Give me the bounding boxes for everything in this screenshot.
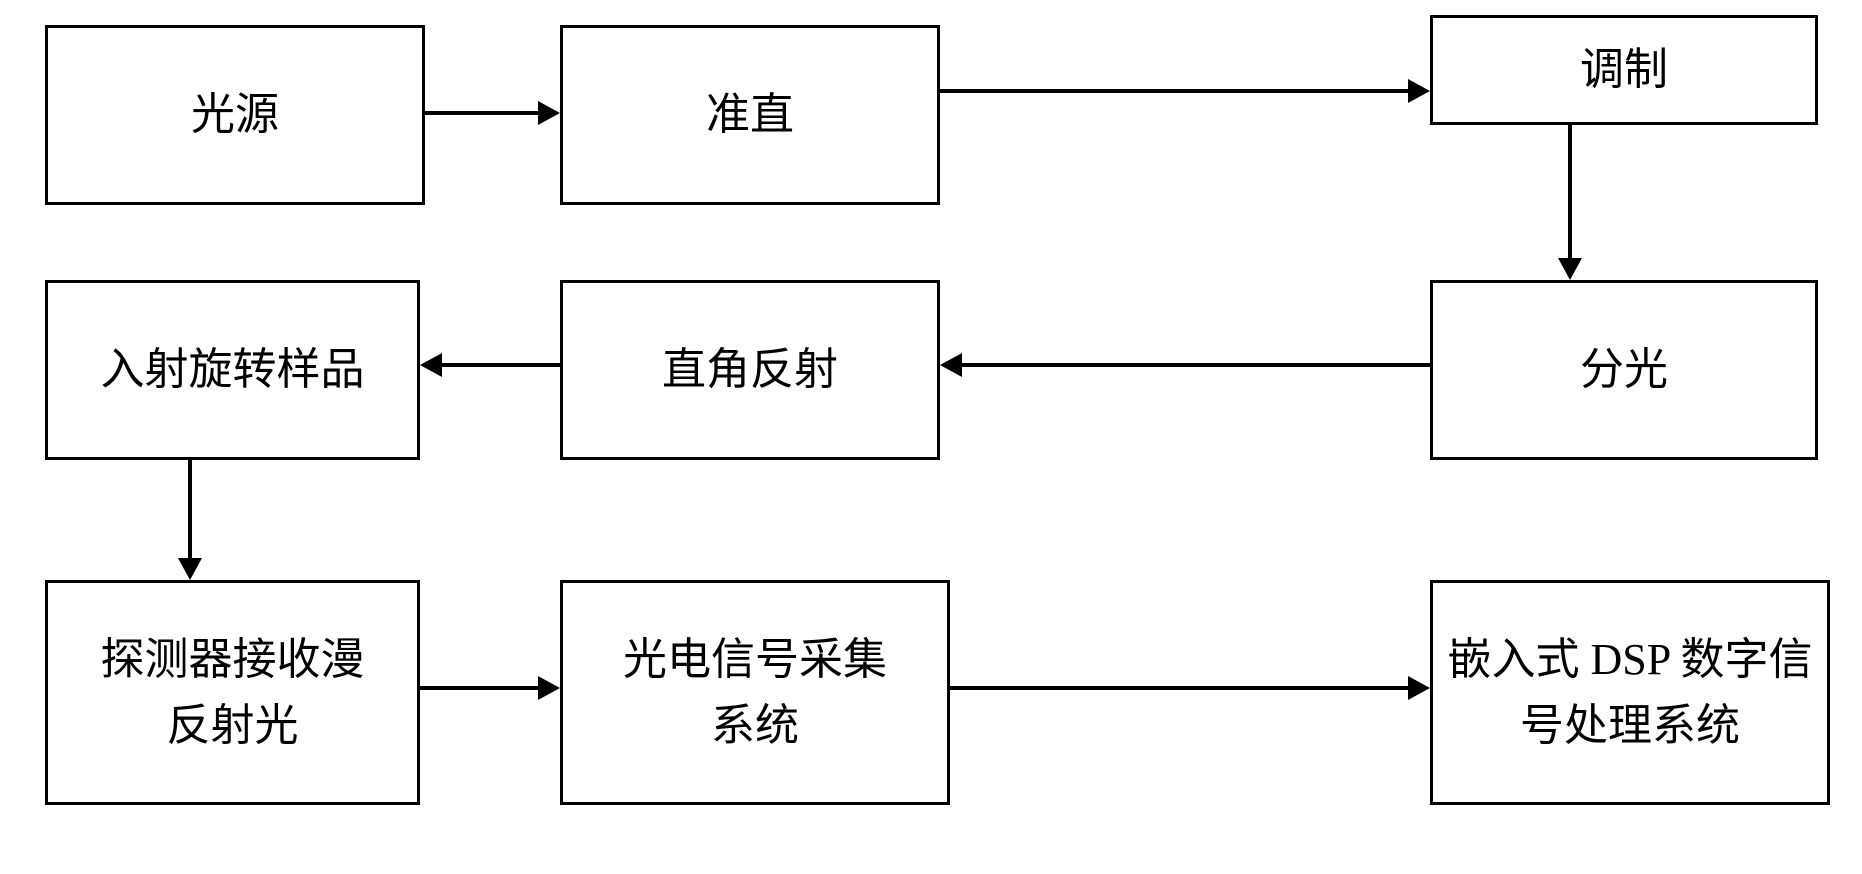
node-light-source: 光源 bbox=[45, 25, 425, 205]
edge-n3-n4 bbox=[1568, 125, 1572, 258]
node-label: 嵌入式 DSP 数字信号处理系统 bbox=[1447, 627, 1812, 759]
node-label: 准直 bbox=[706, 82, 794, 148]
arrow-head bbox=[178, 558, 202, 580]
node-label: 光源 bbox=[191, 82, 279, 148]
arrow-head bbox=[1558, 258, 1582, 280]
node-label: 入射旋转样品 bbox=[101, 337, 365, 403]
node-splitting: 分光 bbox=[1430, 280, 1818, 460]
node-right-angle-reflect: 直角反射 bbox=[560, 280, 940, 460]
edge-n2-n3 bbox=[940, 89, 1408, 93]
node-collimation: 准直 bbox=[560, 25, 940, 205]
edge-n6-n7 bbox=[188, 460, 192, 558]
edge-n8-n9 bbox=[950, 686, 1408, 690]
flowchart-diagram: 光源 准直 调制 分光 直角反射 入射旋转样品 探测器接收漫反射光 光电信号采集… bbox=[0, 0, 1862, 874]
node-detector-receive: 探测器接收漫反射光 bbox=[45, 580, 420, 805]
edge-n1-n2 bbox=[425, 111, 538, 115]
arrow-head bbox=[940, 353, 962, 377]
node-incident-rotating-sample: 入射旋转样品 bbox=[45, 280, 420, 460]
node-label: 光电信号采集系统 bbox=[623, 627, 887, 759]
node-label: 分光 bbox=[1580, 337, 1668, 403]
arrow-head bbox=[1408, 79, 1430, 103]
node-photoelectric-acquisition: 光电信号采集系统 bbox=[560, 580, 950, 805]
edge-n7-n8 bbox=[420, 686, 538, 690]
arrow-head bbox=[1408, 676, 1430, 700]
edge-n5-n6 bbox=[442, 363, 560, 367]
node-modulation: 调制 bbox=[1430, 15, 1818, 125]
arrow-head bbox=[538, 676, 560, 700]
arrow-head bbox=[420, 353, 442, 377]
arrow-head bbox=[538, 101, 560, 125]
edge-n4-n5 bbox=[962, 363, 1430, 367]
node-label: 调制 bbox=[1580, 37, 1668, 103]
node-label: 直角反射 bbox=[662, 337, 838, 403]
node-label: 探测器接收漫反射光 bbox=[101, 627, 365, 759]
node-dsp-processing: 嵌入式 DSP 数字信号处理系统 bbox=[1430, 580, 1830, 805]
